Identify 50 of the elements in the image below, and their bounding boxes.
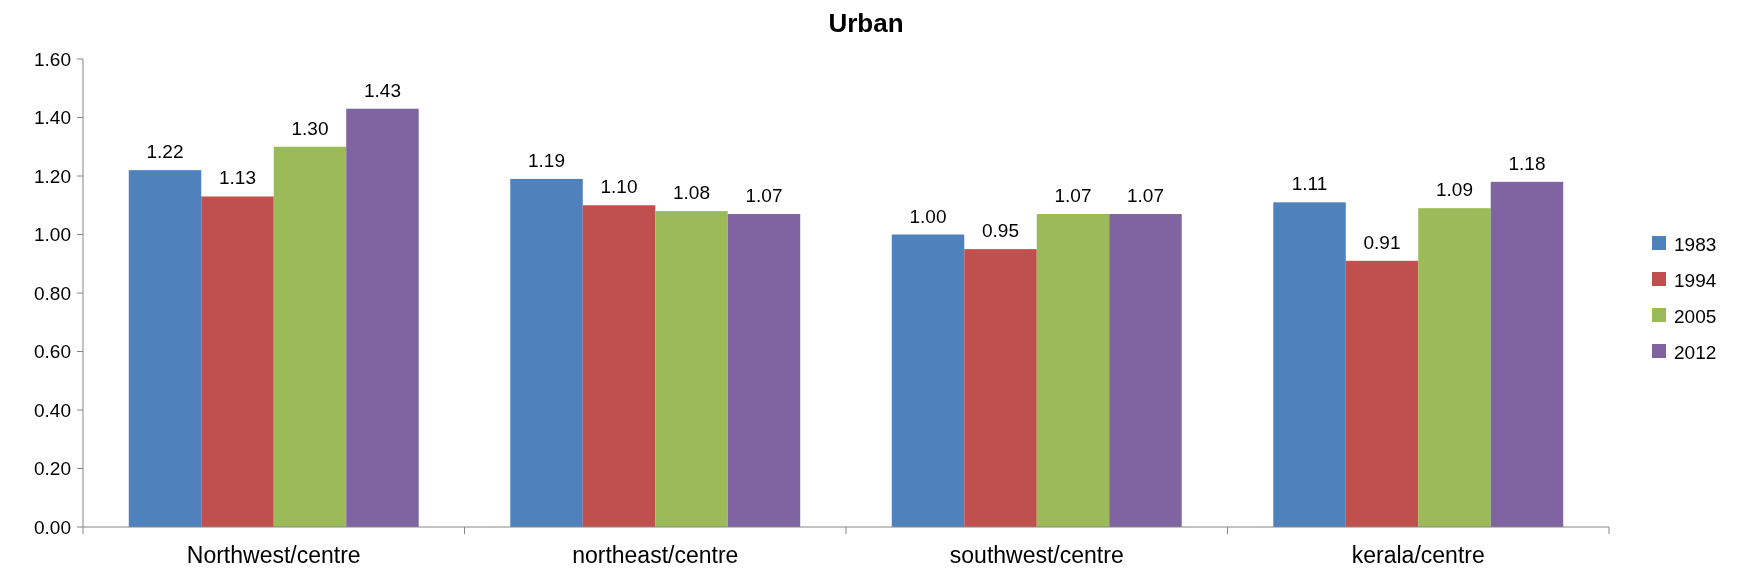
y-tick-label: 0.00 bbox=[34, 516, 71, 538]
data-label: 1.07 bbox=[1054, 185, 1092, 207]
data-label: 1.10 bbox=[600, 176, 638, 198]
legend-label: 2012 bbox=[1674, 341, 1717, 363]
data-label: 1.18 bbox=[1508, 152, 1546, 174]
y-tick-label: 0.80 bbox=[34, 282, 71, 304]
data-label: 1.30 bbox=[291, 117, 329, 139]
bar bbox=[1273, 202, 1346, 527]
bar bbox=[1490, 181, 1564, 527]
y-tick-label: 0.40 bbox=[34, 399, 71, 421]
data-label: 1.07 bbox=[745, 185, 783, 207]
bar bbox=[1418, 208, 1491, 527]
bar bbox=[1036, 214, 1110, 527]
y-tick-label: 0.20 bbox=[34, 458, 71, 480]
bar bbox=[510, 178, 583, 527]
bar bbox=[201, 196, 274, 527]
data-label: 1.22 bbox=[146, 141, 184, 163]
y-tick-label: 1.40 bbox=[34, 107, 71, 129]
legend-label: 1994 bbox=[1674, 269, 1717, 291]
bar bbox=[273, 146, 347, 527]
data-label: 1.08 bbox=[673, 182, 710, 204]
data-label: 1.43 bbox=[363, 79, 401, 101]
data-label: 0.95 bbox=[982, 220, 1019, 242]
x-tick-label: northeast/centre bbox=[572, 542, 739, 568]
bar bbox=[891, 234, 965, 527]
legend-label: 2005 bbox=[1674, 305, 1717, 327]
x-tick-label: kerala/centre bbox=[1351, 542, 1485, 568]
y-tick-label: 0.60 bbox=[34, 341, 71, 363]
data-label: 1.11 bbox=[1291, 173, 1328, 195]
bar bbox=[1109, 214, 1182, 527]
bar bbox=[346, 108, 419, 527]
x-tick-label: southwest/centre bbox=[949, 542, 1124, 568]
data-label: 1.13 bbox=[219, 167, 256, 189]
x-tick-label: Northwest/centre bbox=[186, 542, 361, 568]
bar bbox=[1345, 260, 1419, 527]
bar bbox=[582, 205, 656, 527]
data-label: 1.07 bbox=[1126, 185, 1164, 207]
bar bbox=[727, 214, 801, 527]
bar bbox=[655, 211, 728, 527]
y-tick-label: 1.60 bbox=[34, 48, 71, 70]
data-label: 1.19 bbox=[528, 149, 566, 171]
data-label: 1.09 bbox=[1436, 179, 1473, 201]
y-tick-label: 1.20 bbox=[34, 165, 71, 187]
bar bbox=[128, 170, 202, 527]
chart-title: Urban bbox=[828, 8, 904, 38]
data-label: 0.91 bbox=[1363, 231, 1401, 253]
data-label: 1.00 bbox=[909, 205, 947, 227]
legend-label: 1983 bbox=[1674, 233, 1717, 255]
bar bbox=[964, 249, 1037, 527]
y-tick-label: 1.00 bbox=[34, 224, 71, 246]
